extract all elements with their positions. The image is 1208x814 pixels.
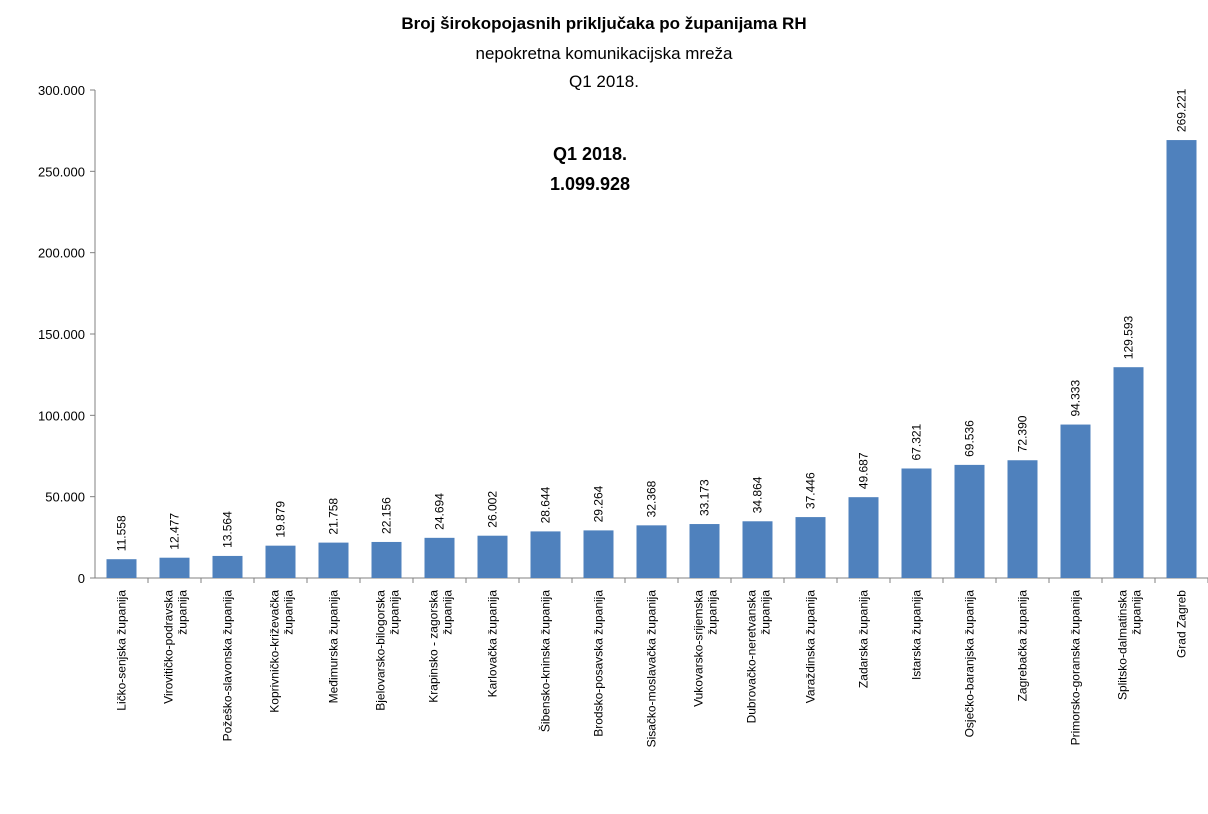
category-label: Krapinsko - zagorskažupanija <box>427 590 455 703</box>
category-label: Sisačko-moslavačka županija <box>645 590 659 748</box>
category-label: Zagrebačka županija <box>1016 590 1030 702</box>
data-label: 72.390 <box>1016 415 1030 452</box>
bar <box>901 468 932 578</box>
bar <box>159 557 190 578</box>
category-label: Karlovačka županija <box>486 590 500 698</box>
data-label: 26.002 <box>486 491 500 528</box>
data-label: 33.173 <box>698 479 712 516</box>
bar <box>1060 424 1091 578</box>
y-tick-label: 150.000 <box>38 327 85 342</box>
data-label: 69.536 <box>963 420 977 457</box>
chart-period: Q1 2018. <box>569 72 639 91</box>
category-label: Virovitičko-podravskažupanija <box>162 590 190 704</box>
y-tick-label: 200.000 <box>38 246 85 261</box>
chart-subtitle: nepokretna komunikacijska mreža <box>475 44 733 63</box>
category-label: Varaždinska županija <box>804 590 818 704</box>
data-label: 13.564 <box>221 511 235 548</box>
bar <box>689 524 720 578</box>
category-label: Bjelovarsko-bilogorskažupanija <box>374 590 402 711</box>
data-label: 32.368 <box>645 480 659 517</box>
data-label: 12.477 <box>168 513 182 550</box>
category-label: Zadarska županija <box>857 590 871 688</box>
data-label: 269.221 <box>1175 88 1189 132</box>
bar <box>530 531 561 578</box>
y-tick-label: 0 <box>78 571 85 586</box>
total-annotation-value: 1.099.928 <box>549 174 631 194</box>
data-label: 21.758 <box>327 498 341 535</box>
category-label: Koprivničko-križevačkažupanija <box>268 590 296 713</box>
y-tick-label: 250.000 <box>38 164 85 179</box>
bar <box>848 497 879 578</box>
bar <box>1007 460 1038 578</box>
data-label: 22.156 <box>380 497 394 534</box>
bar <box>477 535 508 578</box>
data-label: 67.321 <box>910 423 924 460</box>
bar <box>1166 140 1197 578</box>
data-label: 129.593 <box>1122 315 1136 359</box>
category-label: Vukovarsko-srijemskažupanija <box>692 590 720 707</box>
y-tick-label: 300.000 <box>38 83 85 98</box>
data-label: 49.687 <box>857 452 871 489</box>
category-label: Osječko-baranjska županija <box>963 590 977 738</box>
bar <box>1113 367 1144 578</box>
bar <box>265 545 296 578</box>
category-label: Splitsko-dalmatinskažupanija <box>1116 590 1144 700</box>
data-label: 19.879 <box>274 501 288 538</box>
bar <box>636 525 667 578</box>
total-annotation-period: Q1 2018. <box>552 144 628 164</box>
data-label: 94.333 <box>1069 380 1083 417</box>
data-label: 24.694 <box>433 493 447 530</box>
bar <box>424 537 455 578</box>
bar <box>583 530 614 578</box>
bar <box>795 517 826 578</box>
bar <box>212 555 243 578</box>
data-label: 28.644 <box>539 486 553 523</box>
bar <box>318 542 349 578</box>
chart-title: Broj širokopojasnih priključaka po župan… <box>401 14 807 33</box>
data-label: 11.558 <box>115 515 129 551</box>
category-label: Istarska županija <box>910 590 924 680</box>
category-label: Primorsko-goranska županija <box>1069 590 1083 746</box>
y-tick-label: 100.000 <box>38 408 85 423</box>
y-tick-label: 50.000 <box>45 490 85 505</box>
category-label: Šibensko-kninska županija <box>538 590 553 732</box>
bar <box>954 464 985 578</box>
category-label: Međimurska županija <box>327 590 341 704</box>
category-label: Požeško-slavonska županija <box>221 590 235 742</box>
category-label: Dubrovačko-neretvanskažupanija <box>745 590 773 724</box>
category-label: Grad Zagreb <box>1175 590 1189 658</box>
data-label: 29.264 <box>592 485 606 522</box>
data-label: 37.446 <box>804 472 818 509</box>
bar <box>106 559 137 578</box>
bar <box>742 521 773 578</box>
category-label: Ličko-senjska županija <box>115 590 129 711</box>
data-label: 34.864 <box>751 476 765 513</box>
category-label: Brodsko-posavska županija <box>592 590 606 737</box>
bar <box>371 541 402 578</box>
